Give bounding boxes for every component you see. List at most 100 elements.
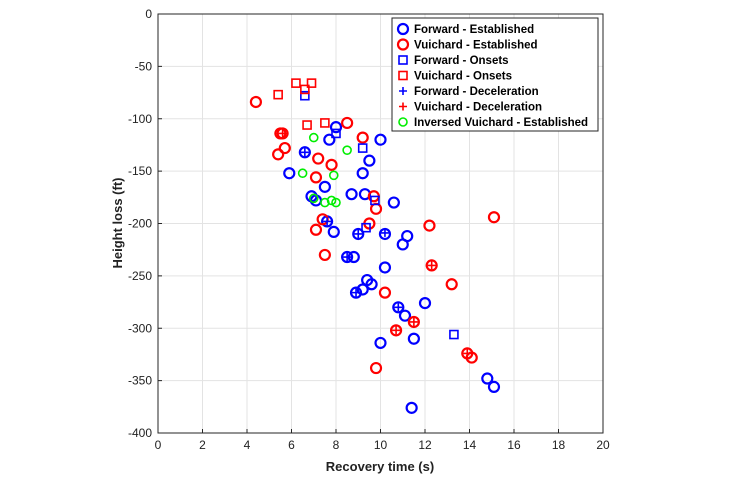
data-point xyxy=(389,324,403,337)
x-tick-label: 6 xyxy=(288,438,295,452)
legend-marker xyxy=(396,38,410,51)
x-tick-label: 4 xyxy=(244,438,251,452)
data-point xyxy=(297,168,308,179)
data-points xyxy=(249,78,501,414)
series-vuichard-deceleration xyxy=(278,129,472,358)
data-point xyxy=(323,133,336,146)
x-tick-label: 16 xyxy=(507,438,521,452)
data-point xyxy=(331,197,341,208)
data-point xyxy=(309,171,323,184)
legend-label: Forward - Established xyxy=(414,24,534,36)
data-point xyxy=(481,372,494,385)
data-point xyxy=(427,261,436,270)
data-point xyxy=(249,95,262,109)
data-point xyxy=(374,133,387,146)
data-point xyxy=(300,90,310,101)
legend-box xyxy=(391,17,599,132)
legend-label: Inversed Vuichard - Established xyxy=(414,117,588,129)
data-point xyxy=(306,78,317,88)
data-point xyxy=(309,223,323,236)
y-tick-label: -400 xyxy=(128,426,152,440)
x-tick-label: 18 xyxy=(552,438,566,452)
y-tick-label: -100 xyxy=(128,112,152,126)
data-point xyxy=(357,143,368,153)
x-tick-label: 8 xyxy=(333,438,340,452)
data-point xyxy=(363,154,376,167)
data-point xyxy=(425,259,438,272)
series-vuichard-onsets xyxy=(273,78,330,130)
data-point xyxy=(302,120,312,130)
legend-marker xyxy=(398,70,408,81)
series-forward-onsets xyxy=(300,90,459,340)
y-axis-label: Height loss (ft) xyxy=(110,178,125,269)
x-tick-label: 10 xyxy=(374,438,388,452)
data-point xyxy=(445,278,458,291)
data-point xyxy=(365,278,378,291)
data-point xyxy=(300,148,309,157)
data-point xyxy=(273,89,283,100)
data-point xyxy=(341,116,354,130)
data-point xyxy=(387,196,400,209)
data-point xyxy=(378,261,392,274)
y-axis-ticks: 0 -50 -100 -150 -200 -250 -300 -350 -400 xyxy=(128,7,162,440)
data-point xyxy=(398,309,412,322)
data-point xyxy=(407,315,420,329)
data-point xyxy=(370,195,380,206)
legend-label: Vuichard - Onsets xyxy=(414,71,512,83)
data-point xyxy=(374,336,387,350)
data-point xyxy=(392,326,401,335)
data-point xyxy=(341,250,354,264)
data-point xyxy=(327,225,340,238)
x-tick-label: 14 xyxy=(463,438,477,452)
legend-marker xyxy=(398,55,408,65)
data-point xyxy=(392,301,405,314)
data-point xyxy=(378,286,392,299)
data-point xyxy=(278,129,287,138)
data-point xyxy=(308,132,319,143)
data-point xyxy=(380,228,389,237)
data-point xyxy=(328,170,339,181)
x-tick-label: 2 xyxy=(199,438,206,452)
data-point xyxy=(318,180,331,193)
y-tick-label: -250 xyxy=(128,269,152,283)
y-tick-label: -50 xyxy=(135,59,153,73)
legend: Forward - Established Vuichard - Establis… xyxy=(391,17,599,132)
data-point xyxy=(418,297,432,310)
data-point xyxy=(369,361,383,375)
legend-label: Forward - Deceleration xyxy=(414,86,539,98)
data-point xyxy=(345,188,358,201)
data-point xyxy=(278,141,291,155)
data-point xyxy=(405,401,418,414)
data-point xyxy=(331,128,341,139)
data-point xyxy=(352,288,361,297)
y-tick-label: -300 xyxy=(128,321,152,335)
data-point xyxy=(291,78,301,88)
data-point xyxy=(394,303,403,312)
data-point xyxy=(369,202,383,215)
data-point xyxy=(298,146,311,159)
data-point xyxy=(283,167,296,180)
x-axis-ticks: 0 2 4 6 8 10 12 14 16 18 20 xyxy=(155,429,610,452)
legend-label: Vuichard - Established xyxy=(414,40,538,52)
data-point xyxy=(342,145,352,155)
data-point xyxy=(356,167,369,180)
data-point xyxy=(312,152,325,165)
y-tick-label: -200 xyxy=(128,217,152,231)
series-inversed-vuichard-established xyxy=(297,132,352,208)
series-forward-deceleration xyxy=(300,148,403,312)
y-tick-label: 0 xyxy=(145,7,152,21)
data-point xyxy=(354,229,363,238)
data-point xyxy=(409,317,418,326)
x-tick-label: 20 xyxy=(596,438,610,452)
data-point xyxy=(396,238,409,251)
data-point xyxy=(325,158,338,171)
legend-marker xyxy=(399,87,407,95)
data-point xyxy=(349,286,363,299)
y-tick-label: -150 xyxy=(128,164,152,178)
data-point xyxy=(487,211,501,224)
data-point xyxy=(361,222,371,233)
data-point xyxy=(487,380,501,394)
legend-marker xyxy=(399,102,407,111)
data-point xyxy=(326,195,337,206)
